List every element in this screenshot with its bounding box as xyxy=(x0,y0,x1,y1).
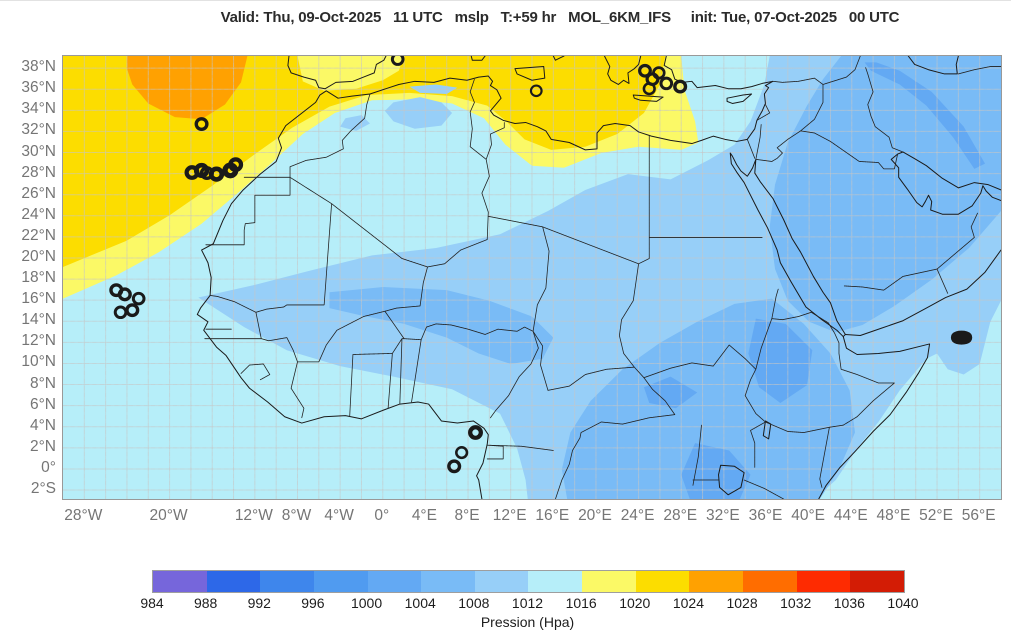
graticule-grid xyxy=(63,56,1001,499)
colorbar-segment xyxy=(367,571,422,592)
colorbar-caption: Pression (Hpa) xyxy=(480,614,575,630)
lat-tick-label: 32°N xyxy=(21,121,56,139)
lon-tick-label: 20°W xyxy=(149,507,188,524)
colorbar-tick-label: 1012 xyxy=(511,595,544,611)
lat-tick-label: 8°N xyxy=(29,374,56,392)
lat-tick-label: 10°N xyxy=(21,353,56,371)
lon-tick-label: 36°E xyxy=(748,507,783,524)
colorbar-tick-label: 988 xyxy=(193,595,218,611)
lat-tick-label: 26°N xyxy=(21,184,56,202)
pressure-map-svg xyxy=(63,56,1001,499)
lon-tick-label: 12°W xyxy=(234,507,273,524)
colorbar-tick-label: 1008 xyxy=(458,595,490,611)
lon-tick-label: 4°W xyxy=(324,507,354,524)
colorbar-tick-label: 1032 xyxy=(780,595,812,611)
colorbar-tick-label: 992 xyxy=(247,595,271,611)
map-plot xyxy=(62,55,1002,500)
lon-tick-label: 20°E xyxy=(578,507,612,524)
colorbar-segment xyxy=(689,571,744,592)
lon-tick-label: 8°W xyxy=(281,507,312,524)
colorbar-tick-label: 1024 xyxy=(672,595,704,611)
pressure-field xyxy=(63,56,1001,499)
lon-tick-label: 40°E xyxy=(791,507,826,524)
coastline xyxy=(109,56,1001,499)
colorbar-tick-label: 1016 xyxy=(565,595,597,611)
lon-tick-label: 16°E xyxy=(535,507,570,524)
lon-tick-label: 28°W xyxy=(64,507,103,524)
lat-tick-label: 30°N xyxy=(21,142,56,160)
lon-tick-label: 28°E xyxy=(663,507,698,524)
lat-tick-label: 34°N xyxy=(21,100,56,118)
lon-tick-label: 52°E xyxy=(919,507,953,524)
lon-tick-label: 32°E xyxy=(705,507,740,524)
colorbar-tick-label: 1000 xyxy=(350,595,383,611)
lat-tick-label: 20°N xyxy=(21,247,56,265)
lat-tick-label: 0° xyxy=(41,458,56,476)
lon-tick-label: 24°E xyxy=(620,507,655,524)
colorbar-segment xyxy=(850,571,904,592)
colorbar-segment xyxy=(582,571,636,592)
colorbar-segment xyxy=(528,571,583,592)
lat-tick-label: 36°N xyxy=(21,79,56,97)
lat-tick-label: 6°N xyxy=(29,395,56,413)
colorbar-segment xyxy=(796,571,851,592)
colorbar-tick-label: 1040 xyxy=(887,595,919,611)
pressure-colorbar xyxy=(152,570,905,593)
lon-tick-label: 48°E xyxy=(876,507,911,524)
lat-tick-label: 28°N xyxy=(21,163,56,181)
colorbar-tick-label: 984 xyxy=(140,595,164,611)
colorbar-segment xyxy=(313,571,368,592)
colorbar-tick-label: 996 xyxy=(301,595,325,611)
colorbar-segment xyxy=(153,571,207,592)
colorbar-tick-label: 1020 xyxy=(619,595,651,611)
colorbar-segment xyxy=(474,571,529,592)
lat-tick-label: 2°S xyxy=(30,480,56,498)
lat-tick-label: 12°N xyxy=(21,332,56,350)
lon-tick-label: 0° xyxy=(374,507,390,524)
colorbar-segment xyxy=(206,571,261,592)
colorbar-segment xyxy=(260,571,314,592)
colorbar-tick-label: 1036 xyxy=(833,595,865,611)
colorbar-tick-label: 1004 xyxy=(404,595,436,611)
colorbar-segment xyxy=(421,571,475,592)
lat-tick-label: 24°N xyxy=(21,205,56,223)
colorbar-segment xyxy=(743,571,797,592)
lat-tick-label: 16°N xyxy=(21,290,56,308)
page-title: Valid: Thu, 09-Oct-2025 11 UTC mslp T:+5… xyxy=(220,9,900,26)
colorbar-tick-label: 1028 xyxy=(726,595,758,611)
lat-tick-label: 22°N xyxy=(21,226,56,244)
lon-tick-label: 8°E xyxy=(454,507,480,524)
country-borders xyxy=(205,56,1001,499)
lon-tick-label: 56°E xyxy=(961,507,996,524)
lon-tick-label: 44°E xyxy=(833,507,868,524)
lat-tick-label: 14°N xyxy=(21,311,56,329)
lat-tick-label: 18°N xyxy=(21,269,56,287)
lon-tick-label: 4°E xyxy=(411,507,437,524)
lon-tick-label: 12°E xyxy=(492,507,527,524)
lat-tick-label: 2°N xyxy=(29,437,56,455)
lat-tick-label: 4°N xyxy=(29,416,56,434)
lat-tick-label: 38°N xyxy=(21,58,56,76)
colorbar-segment xyxy=(635,571,690,592)
